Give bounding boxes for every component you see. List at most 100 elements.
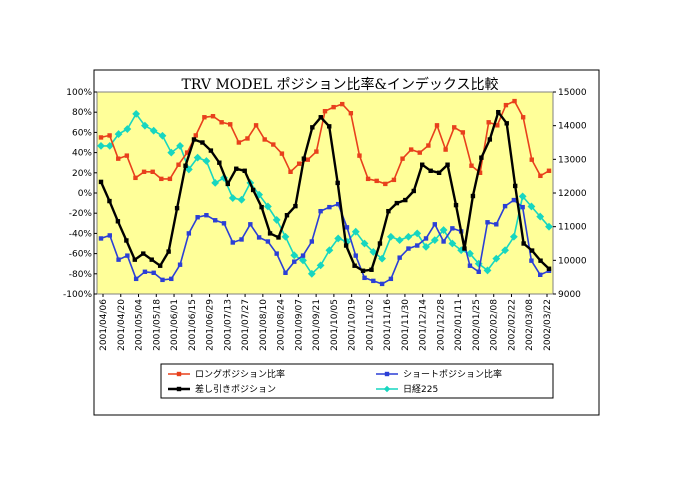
x-axis-tick-label: 2002/02/08: [490, 299, 500, 351]
series-line: [99, 109, 550, 273]
right-axis-tick-label: 11000: [558, 223, 587, 233]
data-point: [406, 246, 411, 251]
data-point: [256, 235, 262, 240]
legend-label: ロングポジション比率: [195, 368, 285, 380]
x-axis-tick-label: 2001/10/05: [330, 299, 340, 351]
data-point: [176, 162, 181, 167]
data-point: [219, 120, 224, 125]
data-point: [160, 277, 165, 283]
data-point: [360, 268, 366, 273]
x-axis-tick-label: 2001/09/07: [294, 299, 304, 351]
data-point: [228, 194, 237, 202]
data-point: [494, 222, 499, 227]
data-point: [417, 150, 422, 155]
legend-item: 差し引きポジション: [168, 383, 276, 395]
left-axis-tick-label: 60%: [72, 128, 92, 138]
data-point: [485, 220, 490, 225]
data-point: [132, 109, 141, 118]
chart-title: TRV MODEL ポジション比率&インデックス比較: [182, 76, 499, 93]
left-axis-tick-label: 100%: [66, 88, 92, 98]
data-point: [439, 226, 448, 234]
data-point: [521, 241, 526, 246]
data-point: [271, 142, 276, 147]
data-point: [193, 153, 202, 162]
data-point: [327, 124, 332, 129]
data-point: [415, 243, 420, 248]
data-point: [98, 236, 104, 241]
data-point: [386, 232, 395, 241]
data-point: [236, 140, 242, 145]
data-point: [116, 156, 121, 161]
x-axis-tick-label: 2001/06/01: [170, 299, 180, 351]
data-point: [353, 253, 358, 258]
data-point: [453, 202, 459, 208]
data-point: [450, 226, 455, 231]
data-point: [495, 123, 500, 128]
data-point: [504, 121, 509, 126]
data-point: [265, 239, 271, 244]
data-point: [124, 238, 129, 243]
data-point: [325, 246, 334, 255]
data-point: [245, 136, 250, 141]
data-point: [403, 197, 408, 203]
x-axis-tick-label: 2002/02/22: [507, 299, 517, 351]
data-point: [546, 168, 552, 173]
data-point: [430, 236, 439, 245]
data-point: [177, 262, 183, 267]
data-point: [388, 276, 394, 282]
data-point: [340, 101, 345, 107]
left-axis-tick-label: -80%: [69, 270, 93, 280]
data-point: [208, 148, 214, 153]
x-axis-tick-label: 2002/01/25: [472, 299, 482, 351]
data-point: [107, 198, 112, 204]
data-point: [296, 161, 302, 166]
data-point: [476, 269, 481, 274]
data-point: [327, 204, 332, 210]
data-point: [467, 263, 473, 268]
data-point: [105, 141, 114, 150]
data-point: [211, 178, 220, 187]
data-point: [202, 115, 207, 120]
data-point: [157, 263, 163, 268]
data-point: [470, 193, 476, 199]
data-point: [344, 225, 350, 230]
data-point: [166, 249, 171, 254]
data-point: [284, 213, 290, 218]
data-point: [305, 157, 310, 162]
data-point: [169, 276, 174, 282]
data-point: [479, 155, 484, 160]
legend-swatch-marker: [176, 371, 182, 377]
data-point: [316, 261, 325, 270]
plot-area: [96, 91, 554, 295]
data-point: [343, 243, 349, 248]
data-point: [492, 254, 501, 263]
x-axis-tick-label: 2001/04/20: [117, 299, 127, 351]
data-point: [334, 234, 343, 243]
legend-item: 日経225: [376, 383, 438, 395]
data-point: [538, 258, 543, 263]
x-axis-tick-label: 2001/06/15: [188, 299, 198, 351]
data-point: [293, 203, 298, 209]
data-point: [322, 108, 328, 114]
data-point: [310, 125, 315, 130]
data-point: [529, 248, 535, 253]
data-point: [335, 201, 341, 207]
data-point: [466, 249, 474, 258]
data-point: [512, 98, 517, 104]
data-point: [123, 125, 132, 133]
series-line: [101, 112, 550, 276]
data-point: [159, 176, 164, 182]
data-point: [300, 253, 306, 258]
data-point: [151, 270, 156, 275]
data-point: [538, 173, 543, 179]
data-point: [448, 239, 457, 248]
data-point: [301, 156, 307, 161]
data-point: [141, 121, 149, 130]
legend-item: ショートポジション比率: [376, 368, 502, 380]
data-point: [115, 219, 121, 224]
data-point: [150, 169, 155, 174]
data-point: [423, 236, 429, 241]
data-point: [276, 235, 281, 240]
legend-box: [160, 363, 554, 399]
data-point: [114, 130, 123, 138]
